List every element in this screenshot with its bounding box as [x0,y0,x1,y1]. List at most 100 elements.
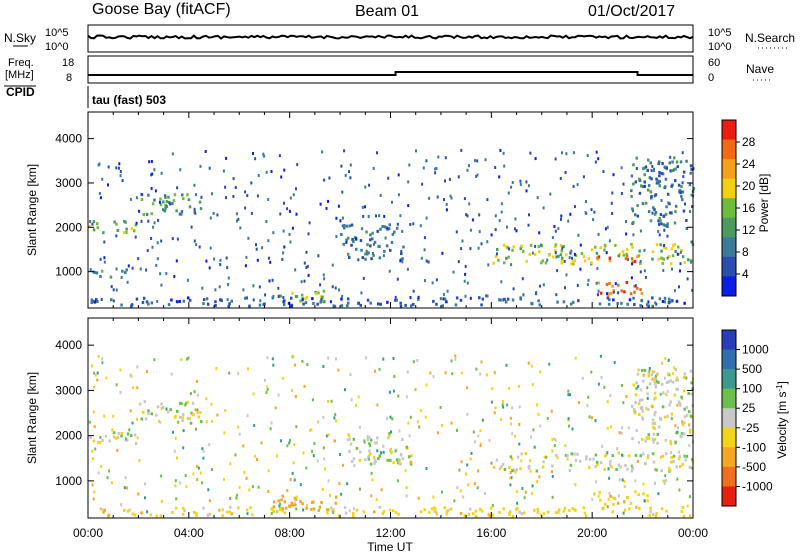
heatmap-cell [490,233,493,237]
heatmap-cell [660,382,664,386]
heatmap-cell [478,213,481,217]
x-tick-label: 00:00 [678,526,708,540]
heatmap-cell [654,382,657,386]
heatmap-cell [466,386,469,390]
heatmap-cell [647,304,650,308]
heatmap-cell [604,454,607,458]
heatmap-cell [466,281,469,285]
heatmap-cell [406,267,409,271]
heatmap-cell [377,302,380,306]
heatmap-cell [225,156,228,160]
heatmap-cell [350,223,354,227]
heatmap-cell [516,455,520,459]
heatmap-cell [650,169,653,173]
heatmap-cell [399,453,403,456]
heatmap-cell [680,194,683,198]
heatmap-cell [596,267,599,270]
heatmap-cell [571,256,573,260]
heatmap-cell [331,285,334,289]
heatmap-cell [555,454,558,457]
heatmap-cell [192,511,196,514]
heatmap-cell [685,406,688,409]
heatmap-cell [404,468,407,472]
heatmap-cell [572,184,575,188]
heatmap-cell [335,357,337,361]
heatmap-cell [267,256,270,260]
heatmap-cell [666,372,670,376]
colorbar-tick-label: 4 [742,267,749,281]
heatmap-cell [585,455,588,459]
heatmap-cell [196,478,199,482]
heatmap-cell [671,169,674,173]
heatmap-cell [608,259,612,263]
heatmap-cell [653,437,657,441]
colorbar-swatch [722,237,736,258]
heatmap-cell [111,428,114,432]
heatmap-cell [271,357,274,361]
heatmap-cell [435,302,438,306]
heatmap-cell [647,210,651,214]
heatmap-cell [576,283,579,287]
heatmap-cell [283,201,285,205]
heatmap-cell [500,210,503,214]
heatmap-cell [236,219,238,223]
heatmap-cell [135,221,138,225]
heatmap-cell [112,288,115,292]
heatmap-cell [601,444,604,448]
colorbar-swatch [722,408,736,429]
heatmap-cell [290,503,293,507]
velocity-x-ticks [87,318,694,518]
heatmap-cell [363,439,366,443]
heatmap-cell [397,512,400,516]
heatmap-cell [649,506,652,510]
heatmap-cell [137,492,140,496]
heatmap-cell [386,458,389,462]
heatmap-cell [475,175,477,178]
heatmap-cell [423,236,426,240]
heatmap-cell [660,455,663,459]
heatmap-cell [450,421,453,425]
heatmap-cell [92,220,96,224]
heatmap-cell [225,196,227,200]
heatmap-cell [161,406,165,409]
heatmap-cell [155,263,158,267]
heatmap-cell [561,151,563,155]
x-tick-label: 00:00 [73,526,103,540]
heatmap-cell [468,507,472,511]
heatmap-cell [667,301,671,305]
heatmap-cell [204,150,207,153]
heatmap-cell [663,480,666,483]
heatmap-cell [147,193,150,197]
heatmap-cell [607,293,610,297]
heatmap-cell [556,269,559,273]
heatmap-cell [135,196,138,200]
heatmap-cell [387,227,391,231]
heatmap-cell [569,212,572,216]
colorbar-swatch [722,256,736,277]
heatmap-cell [519,467,522,471]
heatmap-cell [383,225,387,229]
heatmap-cell [607,467,610,471]
heatmap-cell [689,369,693,373]
heatmap-cell [661,454,665,458]
heatmap-cell [380,488,383,492]
heatmap-cell [301,293,304,297]
colorbar-tick-label: 24 [742,157,756,171]
heatmap-cell [389,451,393,455]
heatmap-cell [459,489,462,493]
heatmap-cell [689,430,692,434]
heatmap-cell [648,513,651,517]
heatmap-cell [541,465,545,469]
heatmap-cell [243,471,246,474]
heatmap-cell [664,177,668,181]
heatmap-cell [511,406,514,410]
heatmap-cell [229,497,232,500]
heatmap-cell [282,376,285,380]
heatmap-cell [88,420,91,424]
heatmap-cell [357,301,360,305]
heatmap-cell [669,400,672,404]
heatmap-cell [554,229,557,233]
heatmap-cell [342,242,345,246]
colorbar-swatch [722,447,736,468]
heatmap-cell [630,189,633,193]
